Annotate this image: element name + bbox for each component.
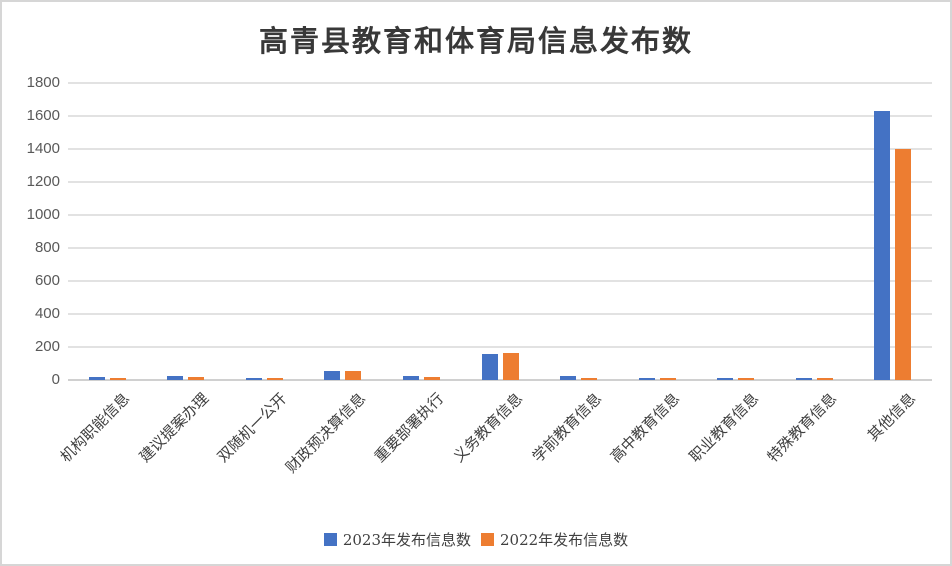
bar-2022-1: [188, 376, 205, 380]
bar-2023-6: [560, 376, 577, 380]
legend-label-2023: 2023年发布信息数: [342, 531, 471, 549]
y-tick-label-1000: 1000: [26, 206, 60, 223]
x-tick-label-9: 特殊教育信息: [763, 389, 841, 466]
x-tick-label-0: 机构职能信息: [57, 389, 134, 466]
x-tick-label-8: 职业教育信息: [685, 389, 762, 466]
gridline-600: [68, 280, 932, 282]
bar-2022-9: [816, 378, 833, 380]
y-tick-label-0: 0: [51, 371, 60, 388]
gridline-200: [68, 346, 932, 348]
bar-2022-2: [266, 378, 283, 380]
bar-2022-7: [659, 377, 676, 380]
legend-item-2023: 2023年发布信息数: [323, 529, 471, 550]
bar-2022-4: [423, 376, 440, 380]
x-tick-label-4: 重要部署执行: [371, 389, 448, 466]
x-tick-label-1: 建议提案办理: [135, 389, 212, 466]
x-tick-label-3: 财政预决算信息: [282, 389, 370, 477]
bar-2023-2: [245, 377, 262, 380]
legend-swatch-2023: [323, 533, 337, 546]
plot-area: [68, 82, 932, 381]
bar-2022-6: [581, 378, 598, 380]
legend: 2023年发布信息数 2022年发布信息数: [2, 529, 950, 550]
bar-2022-3: [345, 371, 362, 380]
gridline-800: [68, 247, 932, 249]
bar-2022-5: [502, 353, 519, 380]
legend-label-2022: 2022年发布信息数: [500, 531, 629, 549]
bar-2023-3: [324, 370, 341, 380]
x-tick-label-10: 其他信息: [863, 389, 919, 445]
bar-2023-10: [874, 111, 891, 380]
y-tick-label-1800: 1800: [26, 74, 60, 91]
legend-item-2022: 2022年发布信息数: [481, 529, 628, 550]
bar-2022-0: [109, 378, 126, 380]
y-tick-label-200: 200: [34, 338, 60, 355]
x-tick-label-6: 学前教育信息: [528, 389, 605, 466]
x-tick-label-7: 高中教育信息: [606, 389, 684, 466]
legend-swatch-2022: [481, 533, 494, 546]
bar-2023-1: [167, 376, 184, 380]
y-tick-label-1200: 1200: [26, 173, 60, 190]
bar-2023-5: [481, 353, 498, 380]
gridline-1000: [68, 214, 932, 216]
y-tick-label-1400: 1400: [26, 140, 60, 157]
bar-2022-8: [738, 377, 755, 380]
y-tick-label-400: 400: [34, 305, 60, 322]
gridline-1600: [68, 115, 932, 117]
x-axis-line: [68, 379, 932, 381]
y-tick-label-1600: 1600: [26, 107, 60, 124]
x-tick-label-5: 义务教育信息: [449, 389, 527, 466]
gridline-1200: [68, 181, 932, 183]
x-tick-label-2: 双随机一公开: [214, 389, 291, 466]
y-tick-label-600: 600: [34, 272, 60, 289]
y-tick-label-800: 800: [34, 239, 60, 256]
chart-title: 高青县教育和体育局信息发布数: [258, 24, 693, 58]
gridline-1400: [68, 148, 932, 150]
bar-2023-7: [638, 377, 655, 380]
gridline-400: [68, 313, 932, 315]
gridline-1800: [68, 82, 932, 84]
bar-2023-4: [402, 376, 419, 380]
bar-2022-10: [895, 149, 912, 380]
bar-2023-8: [717, 377, 734, 380]
bar-2023-0: [88, 376, 105, 380]
bar-2023-9: [795, 378, 812, 380]
